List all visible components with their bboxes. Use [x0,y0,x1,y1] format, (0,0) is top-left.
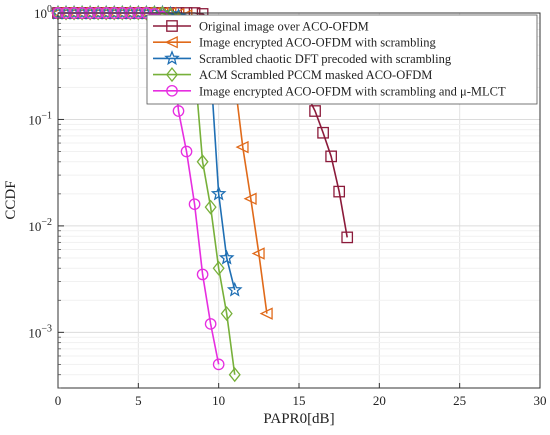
data-point [188,198,201,211]
legend-entry: ACM Scrambled PCCM masked ACO-OFDM [199,68,432,82]
legend-swatch-marker [165,67,179,83]
x-tick-label: 5 [135,393,142,408]
data-point [228,367,241,383]
legend-swatch-marker [164,35,178,49]
data-point [204,199,217,215]
legend-entry: Image encrypted ACO-OFDM with scrambling [199,36,437,50]
y-tick-label: 100 [34,4,52,21]
data-point [251,247,265,260]
data-point [180,145,193,158]
x-axis-title: PAPR0[dB] [263,411,334,427]
data-point [220,306,233,322]
data-point [172,105,185,117]
data-point [196,268,209,281]
data-point [235,140,249,154]
x-tick-label: 15 [293,393,306,408]
y-tick-label: 10−2 [28,217,52,234]
data-point [325,150,337,163]
x-tick-label: 25 [453,393,466,408]
legend-entry: Scrambled chaotic DFT precoded with scra… [199,52,452,66]
data-point [204,318,217,330]
data-point [212,358,225,371]
x-tick-label: 20 [373,393,386,408]
data-point [333,185,346,198]
y-tick-label: 10−3 [28,323,52,340]
legend: Original image over ACO-OFDM Image encryp… [146,14,538,105]
legend-swatch-marker [164,50,180,66]
legend-swatch-marker [166,84,178,97]
legend-box [146,14,538,105]
data-point [226,281,243,297]
x-tick-label: 10 [212,393,225,408]
legend-entry: Original image over ACO-OFDM [199,20,369,34]
data-point [259,307,273,320]
data-point [212,260,225,276]
legend-swatch-marker [166,20,178,32]
x-tick-label: 0 [55,393,62,408]
y-axis-title: CCDF [3,180,19,219]
data-point [196,154,209,170]
data-point [317,126,329,139]
data-point [218,249,235,265]
data-point [309,105,321,117]
y-tick-label: 10−1 [28,110,52,127]
axis-ticks: 0 5 10 15 20 25 30 100 10−1 10−2 10−3 [28,4,546,408]
data-point [243,192,257,205]
data-point [210,185,227,201]
data-point [341,231,354,244]
x-tick-label: 30 [534,393,547,408]
legend-entry: Image encrypted ACO-OFDM with scrambling… [199,84,506,98]
